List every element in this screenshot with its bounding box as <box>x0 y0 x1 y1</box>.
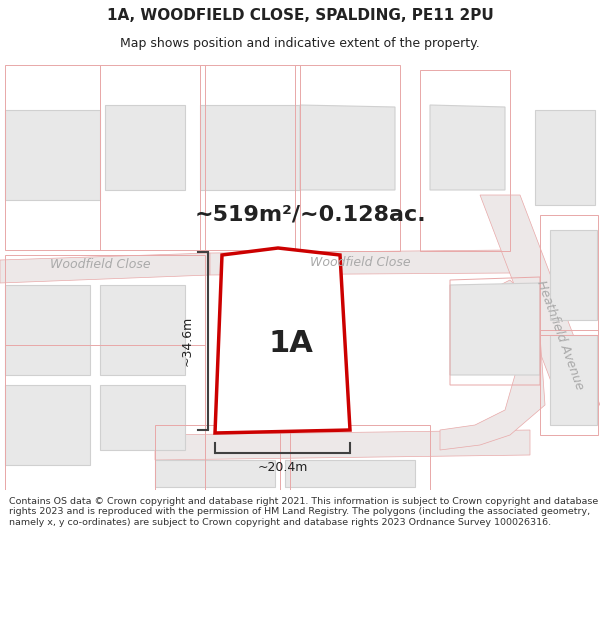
Polygon shape <box>100 385 185 450</box>
Text: Woodfield Close: Woodfield Close <box>50 259 151 271</box>
Polygon shape <box>430 105 505 190</box>
Text: ~519m²/~0.128ac.: ~519m²/~0.128ac. <box>194 205 426 225</box>
Polygon shape <box>285 460 415 487</box>
Text: 1A: 1A <box>269 329 313 359</box>
Polygon shape <box>155 430 530 460</box>
Polygon shape <box>5 385 90 465</box>
Polygon shape <box>5 110 100 200</box>
Polygon shape <box>0 253 210 283</box>
Polygon shape <box>480 195 600 405</box>
Text: 1A, WOODFIELD CLOSE, SPALDING, PE11 2PU: 1A, WOODFIELD CLOSE, SPALDING, PE11 2PU <box>107 8 493 23</box>
Text: Map shows position and indicative extent of the property.: Map shows position and indicative extent… <box>120 38 480 51</box>
Polygon shape <box>440 280 545 450</box>
Polygon shape <box>105 105 185 190</box>
Polygon shape <box>550 335 597 425</box>
Polygon shape <box>5 285 90 375</box>
Polygon shape <box>100 285 185 375</box>
Text: ~20.4m: ~20.4m <box>257 461 308 474</box>
Text: Woodfield Close: Woodfield Close <box>310 256 410 269</box>
Polygon shape <box>215 248 350 433</box>
Polygon shape <box>200 105 300 190</box>
Polygon shape <box>550 230 597 320</box>
Text: Heathfield Avenue: Heathfield Avenue <box>534 279 586 391</box>
Polygon shape <box>210 250 510 275</box>
Polygon shape <box>450 283 540 375</box>
Polygon shape <box>300 105 395 190</box>
Polygon shape <box>535 110 595 205</box>
Text: ~34.6m: ~34.6m <box>181 316 194 366</box>
Polygon shape <box>155 460 275 487</box>
Text: Contains OS data © Crown copyright and database right 2021. This information is : Contains OS data © Crown copyright and d… <box>9 497 598 526</box>
